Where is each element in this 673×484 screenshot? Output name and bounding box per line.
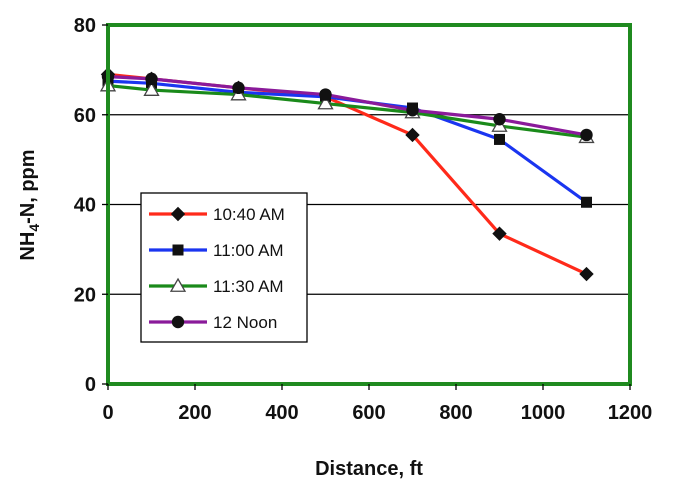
data-point-2-3 — [317, 95, 334, 110]
legend-marker-1 — [172, 244, 184, 256]
series-lines — [99, 67, 595, 282]
legend-item-2: 11:30 AM — [149, 277, 284, 296]
series-1 — [102, 75, 592, 208]
data-point-1-5 — [494, 133, 505, 145]
legend-label-3: 12 Noon — [213, 313, 277, 332]
y-axis-title-subscript: 4 — [26, 224, 42, 232]
data-point-1-6 — [581, 196, 592, 208]
legend-item-3: 12 Noon — [149, 313, 277, 332]
x-tick-label-1000: 1000 — [521, 402, 566, 424]
legend: 10:40 AM 11:00 AM 11:30 AM 12 Noon — [140, 192, 308, 343]
y-tick-label-20: 20 — [74, 284, 96, 306]
legend-item-0: 10:40 AM — [149, 205, 285, 224]
series-2 — [99, 77, 595, 144]
legend-marker-2 — [169, 277, 187, 292]
series-line-2 — [106, 83, 589, 139]
data-point-3-4 — [406, 104, 419, 117]
y-axis-title-rest: -N, ppm — [17, 149, 39, 223]
x-tick-label-1200: 1200 — [608, 402, 653, 424]
legend-label-1: 11:00 AM — [213, 241, 284, 260]
legend-box — [140, 192, 308, 343]
data-point-3-2 — [232, 81, 245, 95]
x-tick-label-800: 800 — [439, 402, 472, 424]
data-point-0-6 — [579, 266, 594, 282]
y-tick-label-60: 60 — [74, 105, 96, 127]
x-tick-label-0: 0 — [102, 402, 113, 424]
legend-label-0: 10:40 AM — [213, 205, 285, 224]
data-point-3-1 — [145, 72, 158, 86]
y-tick-label-80: 80 — [74, 15, 96, 37]
x-axis-title: Distance, ft — [315, 458, 423, 479]
data-point-2-1 — [143, 81, 160, 96]
legend-label-2: 11:30 AM — [213, 277, 284, 296]
legend-items: 10:40 AM 11:00 AM 11:30 AM 12 Noon — [149, 205, 285, 332]
data-point-0-5 — [492, 226, 507, 241]
x-tick-label-200: 200 — [178, 402, 211, 424]
x-tick-label-600: 600 — [352, 402, 385, 424]
legend-marker-3 — [171, 315, 185, 329]
data-point-3-5 — [493, 113, 506, 126]
data-point-0-4 — [405, 127, 420, 143]
x-tick-label-400: 400 — [265, 402, 298, 424]
y-tick-label-0: 0 — [85, 374, 96, 396]
series-3 — [101, 70, 593, 142]
y-tick-label-40: 40 — [74, 195, 96, 217]
data-point-3-6 — [580, 128, 593, 142]
y-axis-title: NH4-N, ppm — [17, 149, 42, 260]
y-axis-title-main: NH — [17, 232, 39, 261]
data-point-3-3 — [319, 88, 332, 101]
legend-item-1: 11:00 AM — [149, 241, 284, 260]
legend-marker-0 — [170, 206, 186, 222]
